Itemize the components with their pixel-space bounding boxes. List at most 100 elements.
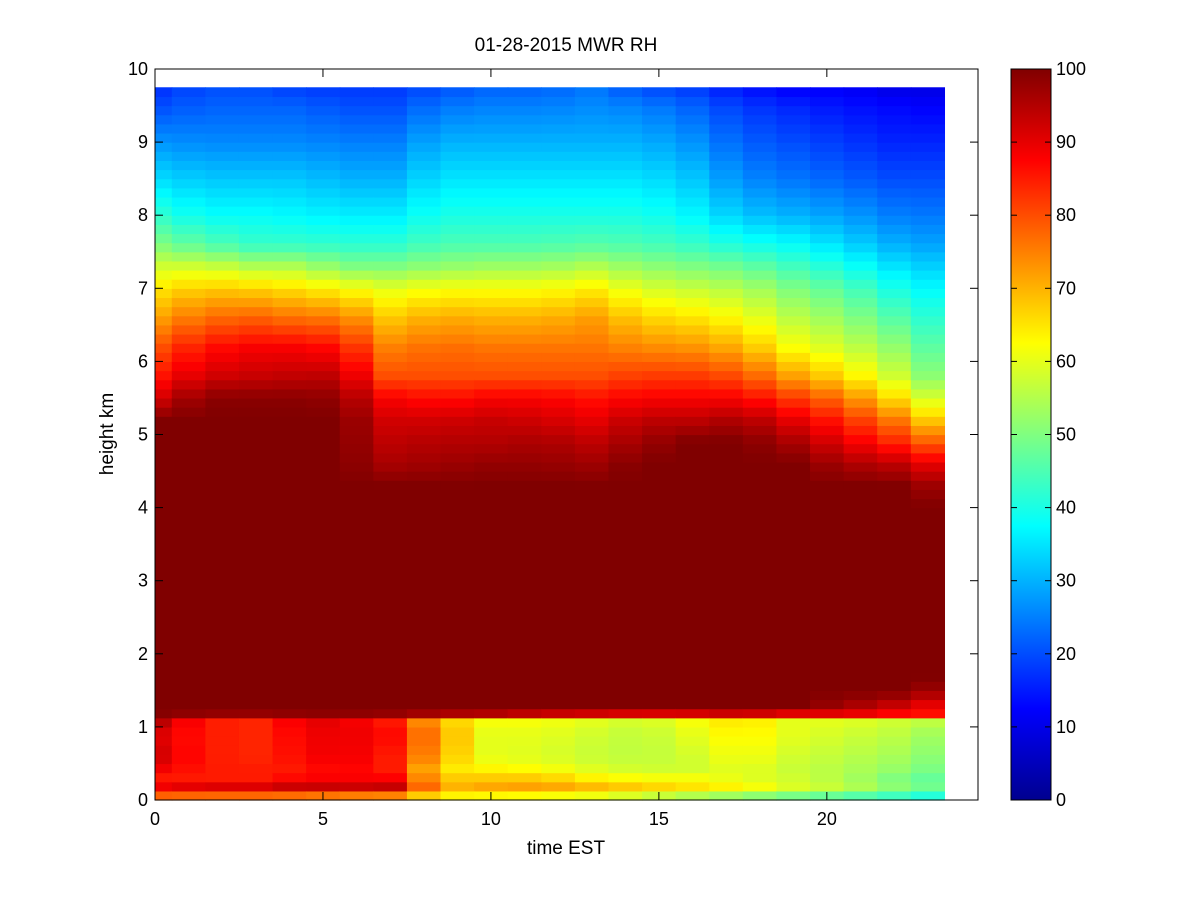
heatmap-cell [608,288,643,299]
heatmap-cell [373,726,408,737]
heatmap-cell [877,571,912,582]
heatmap-cell [155,745,173,755]
heatmap-cell [440,571,475,582]
heatmap-cell [776,306,811,317]
heatmap-cell [440,242,475,253]
heatmap-cell [205,87,240,98]
heatmap-cell [373,379,408,390]
heatmap-cell [171,717,206,728]
heatmap-cell [742,617,778,627]
heatmap-cell [474,672,509,682]
heatmap-cell [709,114,744,125]
heatmap-cell [843,142,878,152]
heatmap-cell [675,553,710,564]
heatmap-cell [843,516,878,527]
heatmap-cell [709,333,744,344]
heatmap-cell [339,544,374,554]
heatmap-cell [541,571,576,582]
heatmap-cell [910,644,946,655]
heatmap-cell [776,717,811,728]
heatmap-cell [910,333,946,344]
heatmap-cell [810,279,845,289]
heatmap-cell [574,754,610,765]
heatmap-cell [910,242,946,253]
heatmap-cell [574,489,610,500]
heatmap-cell [608,407,643,417]
heatmap-cell [541,425,576,436]
heatmap-cell [810,288,845,299]
heatmap-cell [541,260,576,271]
heatmap-cell [675,598,710,609]
heatmap-cell [843,790,878,801]
heatmap-cell [776,297,811,308]
heatmap-cell [406,297,442,308]
heatmap-cell [155,251,173,262]
heatmap-cell [205,489,240,500]
heatmap-cell [238,123,274,134]
heatmap-cell [776,142,811,152]
heatmap-cell [406,745,442,755]
heatmap-cell [843,160,878,171]
heatmap-cell [574,781,610,792]
heatmap-cell [507,142,542,152]
heatmap-cell [675,206,710,216]
heatmap-cell [272,388,307,399]
heatmap-cell [810,535,845,545]
heatmap-cell [910,233,946,244]
heatmap-cell [877,160,912,171]
heatmap-cell [205,215,240,225]
heatmap-cell [306,114,341,125]
heatmap-cell [642,516,677,527]
heatmap-cell [373,169,408,180]
heatmap-cell [171,105,206,116]
heatmap-cell [373,672,408,682]
heatmap-cell [675,690,710,701]
heatmap-cell [474,562,509,573]
heatmap-cell [608,736,643,746]
heatmap-cell [205,142,240,152]
heatmap-cell [440,516,475,527]
heatmap-cell [877,224,912,235]
heatmap-cell [910,169,946,180]
heatmap-cell [608,361,643,372]
heatmap-cell [155,160,173,171]
heatmap-cell [608,151,643,161]
heatmap-cell [675,736,710,746]
heatmap-cell [843,498,878,509]
heatmap-cell [373,681,408,691]
heatmap-cell [709,306,744,317]
heatmap-cell [910,105,946,116]
heatmap-cell [608,452,643,463]
heatmap-cell [810,270,845,280]
x-tick-label: 5 [318,809,328,829]
heatmap-cell [440,708,475,719]
heatmap-cell [675,617,710,627]
heatmap-cell [810,251,845,262]
heatmap-cell [205,288,240,299]
heatmap-cell [238,589,274,600]
heatmap-cell [171,626,206,637]
heatmap-cell [507,480,542,490]
heatmap-cell [574,571,610,582]
heatmap-cell [406,251,442,262]
heatmap-cell [406,736,442,746]
heatmap-cell [574,379,610,390]
heatmap-cell [440,397,475,408]
heatmap-cell [272,315,307,326]
heatmap-cell [742,754,778,765]
heatmap-cell [709,754,744,765]
heatmap-cell [440,653,475,664]
heatmap-cell [238,425,274,436]
heatmap-cell [574,224,610,235]
heatmap-cell [776,96,811,107]
heatmap-cell [474,535,509,545]
heatmap-cell [155,608,173,618]
heatmap-cell [776,589,811,600]
heatmap-cell [339,644,374,655]
heatmap-cell [877,589,912,600]
heatmap-cell [574,598,610,609]
heatmap-cell [709,196,744,207]
heatmap-cell [877,288,912,299]
heatmap-cell [541,461,576,472]
heatmap-cell [339,370,374,381]
